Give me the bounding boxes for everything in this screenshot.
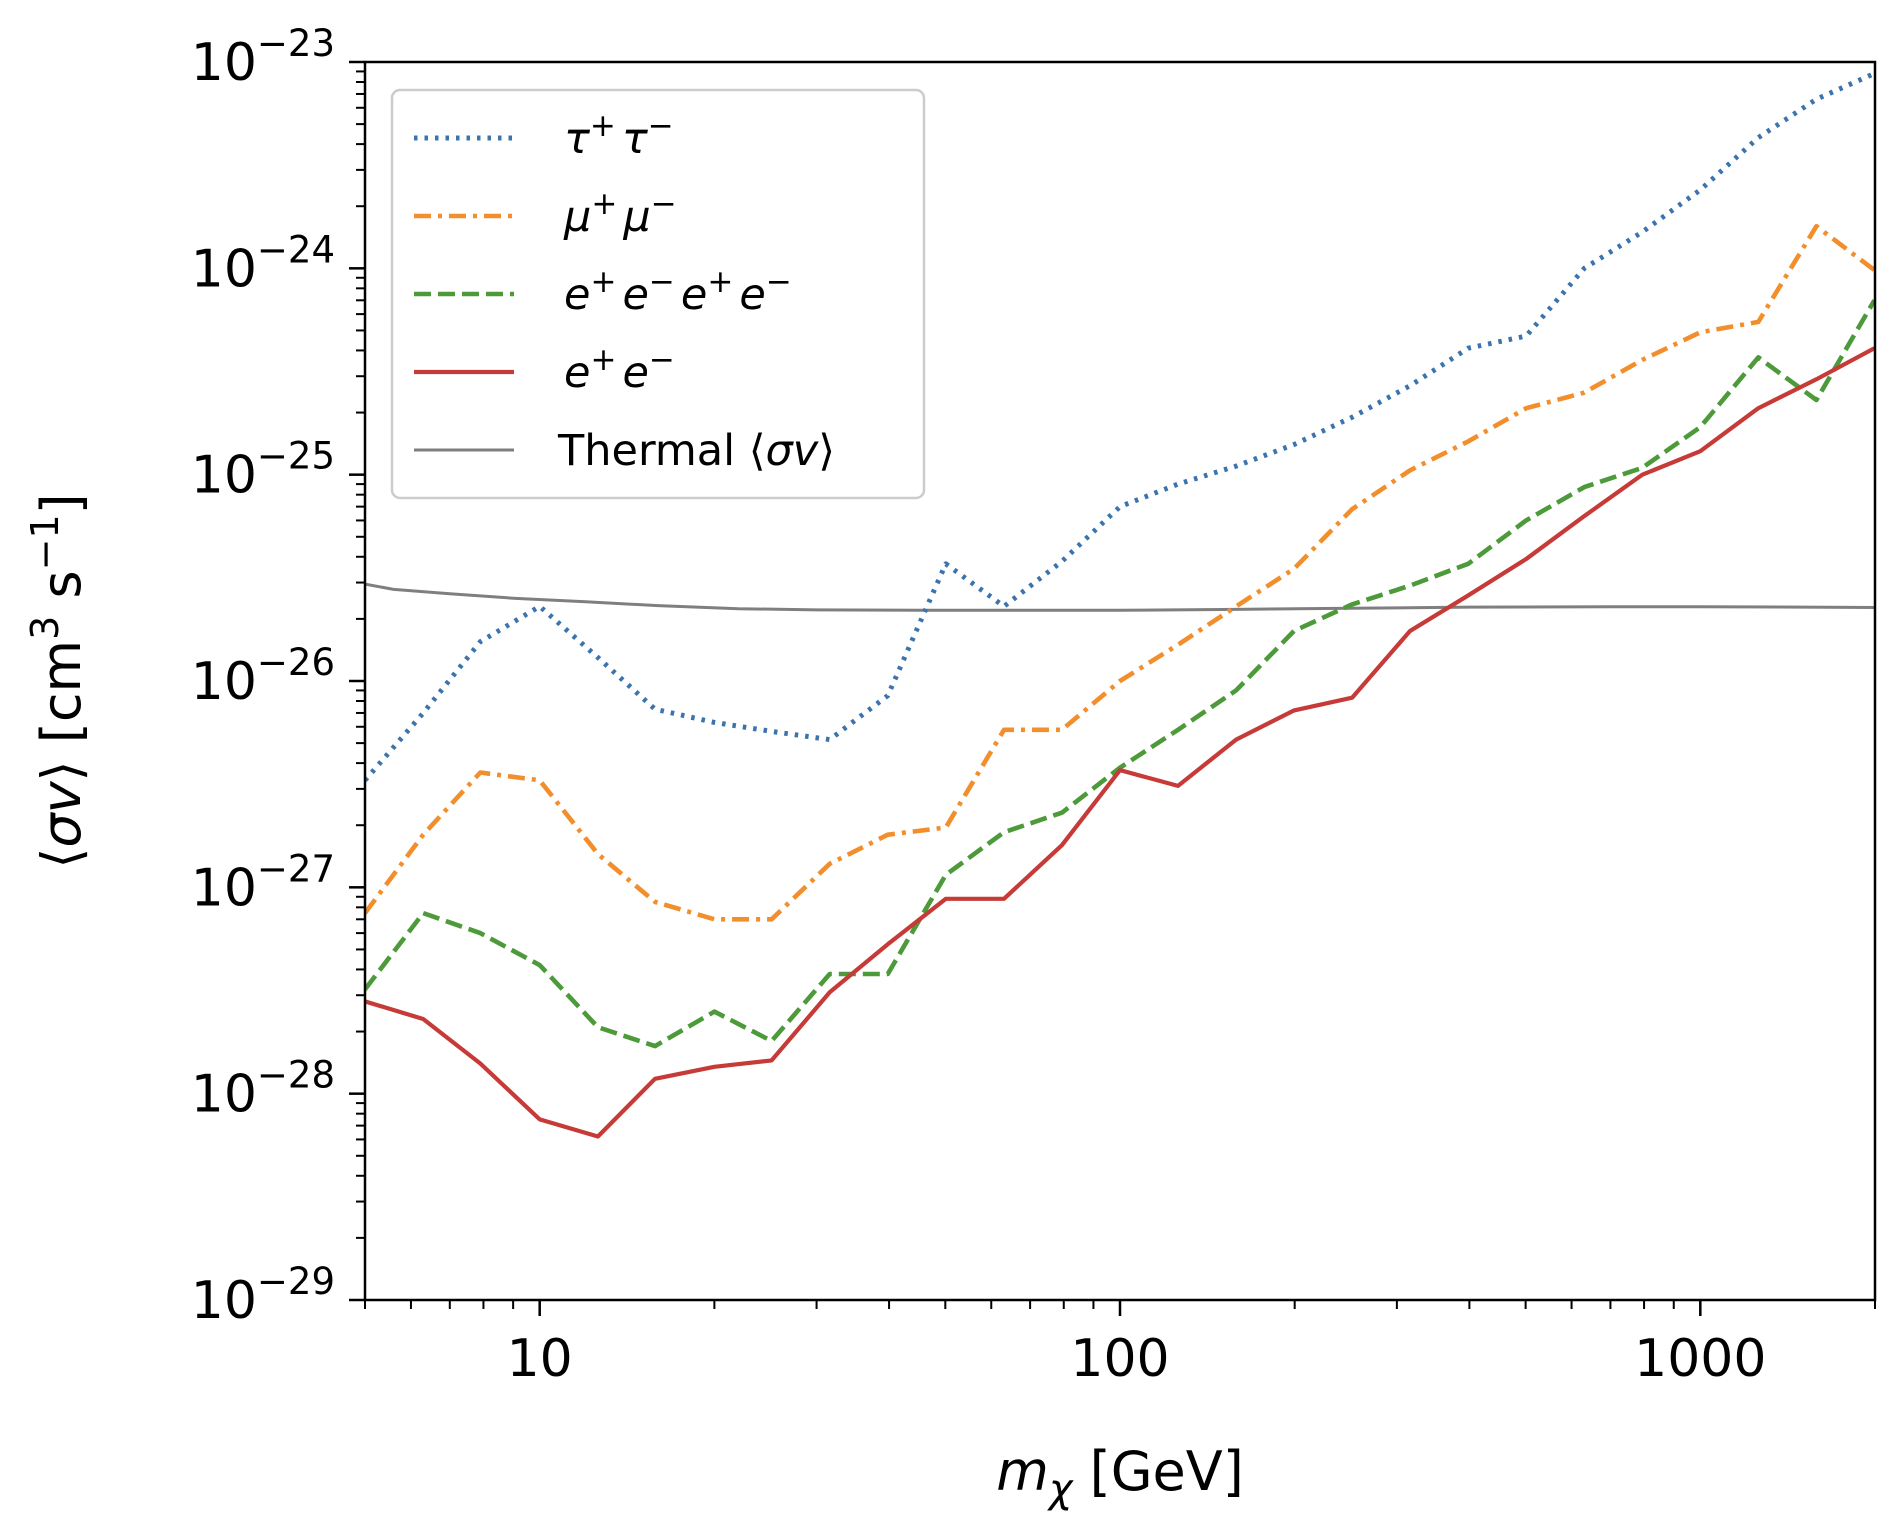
x-tick-label: 100 xyxy=(1070,1329,1169,1389)
series-line-1 xyxy=(365,223,1875,922)
x-tick-label: 10 xyxy=(507,1329,573,1389)
legend-label-3: e+ e− xyxy=(564,342,675,398)
y-tick-label: 10−23 xyxy=(191,22,335,93)
legend-label-2: e+ e− e+ e− xyxy=(564,264,792,320)
series-line-4 xyxy=(365,582,1875,612)
legend-label-1: μ+ μ− xyxy=(563,186,677,242)
y-tick-label: 10−25 xyxy=(191,435,335,506)
y-tick-label: 10−24 xyxy=(191,228,335,299)
y-tick-label: 10−27 xyxy=(191,847,335,918)
legend: τ+ τ−μ+ μ−e+ e− e+ e−e+ e−Thermal ⟨σv⟩ xyxy=(390,88,926,500)
legend-box xyxy=(390,88,926,500)
y-tick-label: 10−26 xyxy=(191,641,335,712)
x-axis-label: mχ [GeV] xyxy=(996,1440,1244,1512)
x-tick-label: 1000 xyxy=(1634,1329,1766,1389)
series-line-3 xyxy=(365,346,1875,1139)
series-line-2 xyxy=(365,299,1875,1049)
y-axis-label: ⟨σv⟩ [cm3 s−1] xyxy=(23,493,93,868)
y-tick-label: 10−28 xyxy=(191,1054,335,1125)
y-tick-label: 10−29 xyxy=(191,1260,335,1331)
legend-label-0: τ+ τ− xyxy=(564,108,674,164)
axes-layer: 10−23 10−24 10−25 10−26 10−27 10−28 10−29 10 100… xyxy=(191,22,1877,1389)
series-layer xyxy=(365,71,1875,1139)
legend-label-4: Thermal ⟨σv⟩ xyxy=(557,426,835,476)
axis-labels: mχ [GeV] ⟨σv⟩ [cm3 s−1] xyxy=(23,493,1244,1512)
